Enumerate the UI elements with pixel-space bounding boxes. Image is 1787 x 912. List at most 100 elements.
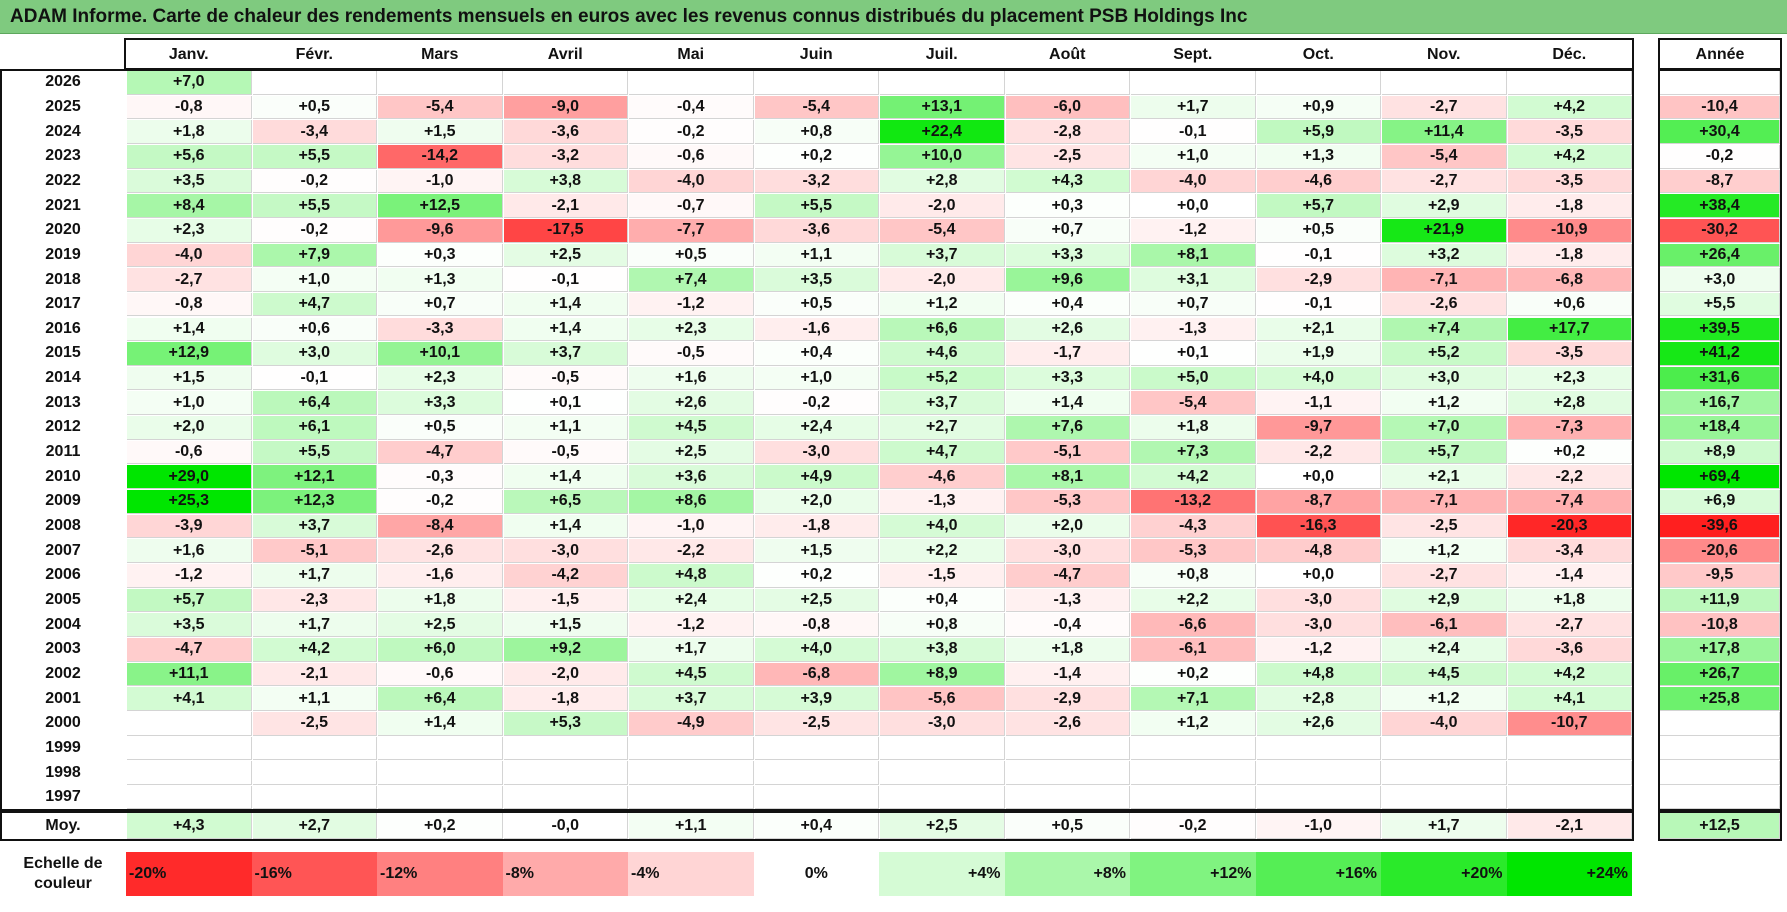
heatmap-cell bbox=[127, 711, 252, 736]
heatmap-cell: +2,0 bbox=[754, 490, 879, 514]
heatmap-cell: +2,5 bbox=[503, 243, 628, 268]
annual-cell: -30,2 bbox=[1660, 218, 1780, 243]
heatmap-cell: +2,3 bbox=[127, 218, 252, 243]
heatmap-cell: +2,5 bbox=[378, 613, 503, 637]
heatmap-cell: +6,0 bbox=[378, 637, 503, 662]
heatmap-cell: -1,6 bbox=[378, 564, 503, 588]
heatmap-cell: -3,0 bbox=[1256, 588, 1381, 613]
heatmap-cell: -17,5 bbox=[503, 218, 628, 243]
heatmap-cell: +7,3 bbox=[1131, 440, 1256, 465]
year-label: 2016 bbox=[45, 319, 81, 337]
heatmap-cell: +4,7 bbox=[252, 292, 377, 317]
heatmap-cell: +0,2 bbox=[1131, 662, 1256, 687]
annual-cell: +18,4 bbox=[1660, 416, 1780, 440]
heatmap-cell: -0,4 bbox=[1005, 613, 1130, 637]
heatmap-cell bbox=[1507, 736, 1632, 761]
year-label: 1997 bbox=[45, 788, 81, 806]
heatmap-cell: -6,1 bbox=[1131, 637, 1256, 662]
heatmap-cell: +8,6 bbox=[629, 490, 754, 514]
heatmap-cell bbox=[629, 785, 754, 810]
heatmap-cell: +0,6 bbox=[1507, 292, 1632, 317]
heatmap-cell bbox=[1382, 736, 1507, 761]
heatmap-cell: +1,7 bbox=[629, 637, 754, 662]
avg-row-frame bbox=[0, 811, 1634, 841]
color-scale-swatch: -4% bbox=[628, 852, 754, 896]
heatmap-cell: -1,0 bbox=[378, 169, 503, 194]
heatmap-cell: +5,7 bbox=[1382, 440, 1507, 465]
heatmap-cell: +4,5 bbox=[629, 662, 754, 687]
heatmap-cell: -3,4 bbox=[1507, 539, 1632, 563]
heatmap-cell: -4,9 bbox=[629, 711, 754, 736]
heatmap-cell: -7,3 bbox=[1507, 416, 1632, 440]
heatmap-cell: -4,7 bbox=[127, 637, 252, 662]
heatmap-cell bbox=[880, 736, 1005, 761]
heatmap-cell: +0,7 bbox=[1005, 218, 1130, 243]
heatmap-cell: +1,6 bbox=[127, 539, 252, 563]
year-label: 2021 bbox=[45, 196, 81, 214]
heatmap-cell: +22,4 bbox=[880, 120, 1005, 144]
heatmap-cell: -1,2 bbox=[1131, 218, 1256, 243]
heatmap-cell: +7,6 bbox=[1005, 416, 1130, 440]
heatmap-cell: +0,5 bbox=[252, 95, 377, 120]
heatmap-cell: -2,2 bbox=[629, 539, 754, 563]
month-header: Nov. bbox=[1427, 46, 1461, 63]
heatmap-cell bbox=[503, 785, 628, 810]
heatmap-cell: +11,1 bbox=[127, 662, 252, 687]
month-header: Sept. bbox=[1173, 46, 1213, 63]
heatmap-cell: +2,7 bbox=[880, 416, 1005, 440]
avg-cell: -0,2 bbox=[1131, 813, 1256, 839]
heatmap-cell: -2,7 bbox=[1382, 169, 1507, 194]
heatmap-cell: +6,4 bbox=[378, 687, 503, 711]
heatmap-cell: +1,2 bbox=[1131, 711, 1256, 736]
annual-cell: +5,5 bbox=[1660, 292, 1780, 317]
year-label: 2007 bbox=[45, 541, 81, 559]
month-header: Mai bbox=[677, 46, 705, 63]
annual-cell: +16,7 bbox=[1660, 391, 1780, 416]
heatmap-cell: +4,2 bbox=[1507, 144, 1632, 169]
heatmap-cell: +7,9 bbox=[252, 243, 377, 268]
heatmap-cell: -2,8 bbox=[1005, 120, 1130, 144]
heatmap-cell: -4,8 bbox=[1256, 539, 1381, 563]
heatmap-cell: -2,5 bbox=[1005, 144, 1130, 169]
heatmap-cell: +2,3 bbox=[1507, 366, 1632, 391]
heatmap-cell: -3,3 bbox=[378, 317, 503, 342]
heatmap-cell: -4,0 bbox=[127, 243, 252, 268]
avg-cell: +4,3 bbox=[127, 813, 252, 839]
heatmap-cell: +0,2 bbox=[754, 144, 879, 169]
heatmap-cell: +5,2 bbox=[880, 366, 1005, 391]
heatmap-cell: +1,8 bbox=[378, 588, 503, 613]
annual-cell: -8,7 bbox=[1660, 169, 1780, 194]
year-label: 2010 bbox=[45, 467, 81, 485]
heatmap-cell: +0,0 bbox=[1131, 194, 1256, 218]
heatmap-cell: +5,5 bbox=[252, 194, 377, 218]
heatmap-cell: +4,0 bbox=[754, 637, 879, 662]
heatmap-cell: +1,2 bbox=[880, 292, 1005, 317]
heatmap-cell: +3,1 bbox=[1131, 268, 1256, 292]
heatmap-cell: +7,4 bbox=[629, 268, 754, 292]
annual-cell: +31,6 bbox=[1660, 366, 1780, 391]
heatmap-cell: -0,8 bbox=[127, 95, 252, 120]
heatmap-cell: -10,9 bbox=[1507, 218, 1632, 243]
heatmap-cell: -9,6 bbox=[378, 218, 503, 243]
heatmap-cell: -2,3 bbox=[252, 588, 377, 613]
heatmap-cell bbox=[1131, 736, 1256, 761]
heatmap-cell bbox=[503, 736, 628, 761]
heatmap-cell bbox=[754, 71, 879, 95]
heatmap-cell: -1,3 bbox=[880, 490, 1005, 514]
heatmap-cell: -1,0 bbox=[629, 514, 754, 539]
heatmap-cell: +4,0 bbox=[1256, 366, 1381, 391]
heatmap-cell: +3,7 bbox=[880, 391, 1005, 416]
avg-cell: +0,2 bbox=[378, 813, 503, 839]
heatmap-cell bbox=[1507, 785, 1632, 810]
heatmap-cell: +7,0 bbox=[127, 71, 252, 95]
heatmap-cell: -0,6 bbox=[629, 144, 754, 169]
heatmap-cell bbox=[754, 785, 879, 810]
annual-cell: +26,7 bbox=[1660, 662, 1780, 687]
heatmap-cell bbox=[378, 761, 503, 785]
heatmap-cell: +3,6 bbox=[629, 465, 754, 490]
heatmap-cell: -1,1 bbox=[1256, 391, 1381, 416]
heatmap-cell: +25,3 bbox=[127, 490, 252, 514]
heatmap-cell: +8,4 bbox=[127, 194, 252, 218]
heatmap-cell: -1,2 bbox=[1256, 637, 1381, 662]
year-label: 2011 bbox=[45, 443, 81, 461]
